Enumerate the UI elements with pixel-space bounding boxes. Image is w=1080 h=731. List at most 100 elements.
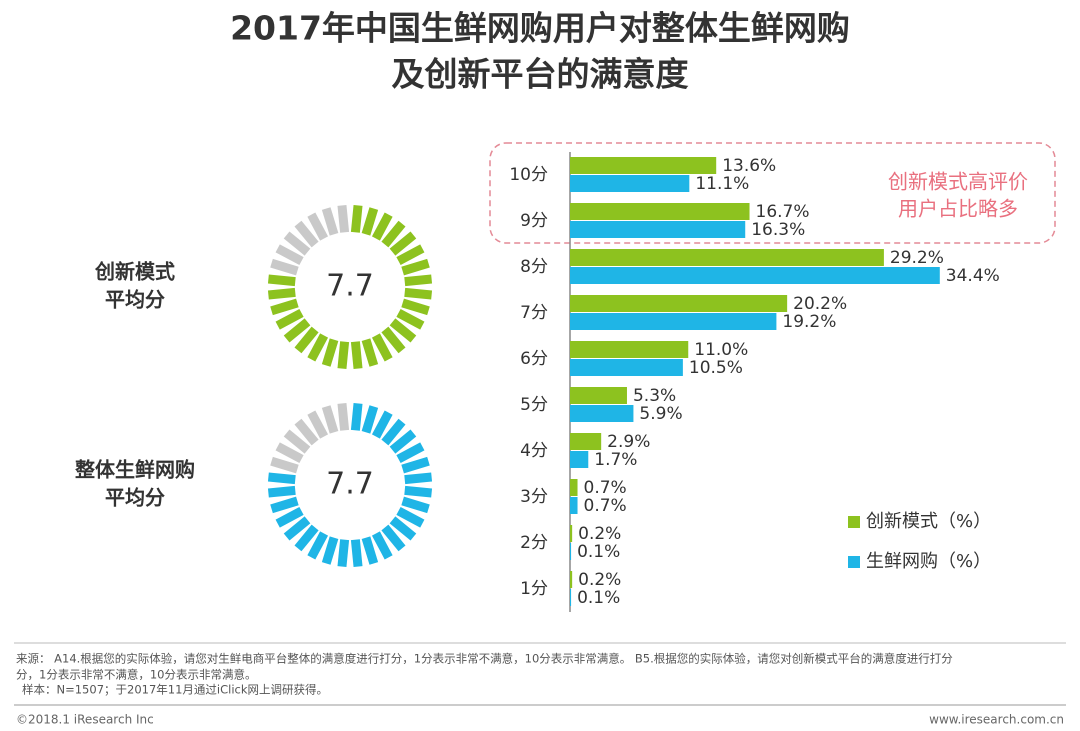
gauge-track bbox=[283, 429, 311, 454]
bar bbox=[570, 589, 572, 606]
value-label: 20.2% bbox=[793, 294, 847, 314]
value-label: 11.0% bbox=[694, 340, 748, 360]
gauge-segment bbox=[283, 516, 311, 541]
gauge-track bbox=[307, 410, 329, 439]
y-tick-label: 5分 bbox=[520, 395, 548, 415]
gauge-arc bbox=[267, 402, 433, 568]
value-label: 0.1% bbox=[577, 542, 620, 562]
gauge-segment bbox=[275, 308, 304, 330]
source: 来源： A14.根据您的实际体验，请您对生鲜电商平台整体的满意度进行打分，1分表… bbox=[16, 652, 953, 666]
gauge-segment bbox=[307, 531, 329, 560]
gauge-segment bbox=[350, 539, 363, 568]
value-label: 5.3% bbox=[633, 386, 676, 406]
y-tick-label: 2分 bbox=[520, 533, 548, 553]
annotation: 创新模式高评价 bbox=[888, 170, 1028, 194]
gauge-segment bbox=[371, 410, 393, 439]
value-label: 10.5% bbox=[689, 358, 743, 378]
gauge-segment bbox=[404, 485, 433, 498]
value-label: 2.9% bbox=[607, 432, 650, 452]
bar bbox=[570, 405, 634, 422]
legend-swatch bbox=[848, 556, 860, 568]
bar bbox=[570, 433, 602, 450]
bar bbox=[570, 387, 627, 404]
gauge-segment bbox=[350, 341, 363, 370]
bar bbox=[570, 571, 573, 588]
bar bbox=[570, 497, 578, 514]
value-label: 13.6% bbox=[722, 156, 776, 176]
copyright: ©2018.1 iResearch Inc bbox=[16, 713, 154, 727]
value-label: 11.1% bbox=[695, 174, 749, 194]
value-label: 0.7% bbox=[584, 478, 627, 498]
gauge-track bbox=[321, 207, 339, 236]
gauge-arc bbox=[267, 204, 433, 370]
gauge-segment bbox=[294, 326, 319, 354]
source: 样本：N=1507；于2017年11月通过iClick网上调研获得。 bbox=[22, 683, 328, 697]
gauge-segment bbox=[401, 298, 430, 316]
gauge-segment bbox=[337, 341, 350, 370]
gauge-segment bbox=[267, 287, 296, 300]
value-label: 29.2% bbox=[890, 248, 944, 268]
gauge-segment bbox=[389, 516, 417, 541]
gauge-track bbox=[275, 442, 304, 464]
y-tick-label: 7分 bbox=[520, 303, 548, 323]
value-label: 16.7% bbox=[756, 202, 810, 222]
y-tick-label: 1分 bbox=[520, 579, 548, 599]
gauge-segment bbox=[401, 496, 430, 514]
gauge-segment bbox=[381, 220, 406, 248]
gauge-track bbox=[294, 418, 319, 446]
value-label: 19.2% bbox=[782, 312, 836, 332]
value-label: 0.7% bbox=[584, 496, 627, 516]
bar bbox=[570, 479, 578, 496]
gauge-track bbox=[275, 244, 304, 266]
gauge-track bbox=[270, 456, 299, 474]
gauge-segment bbox=[381, 418, 406, 446]
gauge-segment bbox=[361, 405, 379, 434]
legend-swatch bbox=[848, 516, 860, 528]
y-tick-label: 10分 bbox=[509, 165, 548, 185]
gauge-segment bbox=[381, 326, 406, 354]
y-tick-label: 3分 bbox=[520, 487, 548, 507]
source: 分，1分表示非常不满意，10分表示非常满意。 bbox=[16, 668, 256, 682]
gauge-track bbox=[337, 402, 350, 431]
highlight-box bbox=[489, 142, 1056, 244]
gauge-segment bbox=[350, 402, 363, 431]
bar bbox=[570, 203, 750, 220]
legend-label: 创新模式（%） bbox=[866, 511, 991, 532]
gauge-track bbox=[283, 231, 311, 256]
website: www.iresearch.com.cn bbox=[929, 713, 1064, 727]
gauge-segment bbox=[401, 456, 430, 474]
gauge-segment bbox=[307, 333, 329, 362]
gauge-segment bbox=[381, 524, 406, 552]
gauge-value: 7.7 bbox=[326, 467, 374, 502]
gauge-segment bbox=[396, 442, 425, 464]
gauge-value: 7.7 bbox=[326, 269, 374, 304]
bar bbox=[570, 525, 573, 542]
gauge-segment bbox=[321, 338, 339, 367]
gauge-segment bbox=[404, 472, 433, 485]
gauge-segment bbox=[404, 274, 433, 287]
y-tick-label: 6分 bbox=[520, 349, 548, 369]
value-label: 0.2% bbox=[578, 570, 621, 590]
value-label: 0.2% bbox=[578, 524, 621, 544]
gauge-segment bbox=[396, 506, 425, 528]
legend-label: 生鲜网购（%） bbox=[866, 551, 991, 572]
title-line: 2017年中国生鲜网购用户对整体生鲜网购 bbox=[230, 9, 850, 48]
gauge-track bbox=[321, 405, 339, 434]
gauge-track bbox=[337, 204, 350, 233]
gauge-label: 平均分 bbox=[105, 288, 165, 312]
bar bbox=[570, 543, 572, 560]
gauge-segment bbox=[275, 506, 304, 528]
value-label: 34.4% bbox=[946, 266, 1000, 286]
gauge-segment bbox=[389, 318, 417, 343]
value-label: 0.1% bbox=[577, 588, 620, 608]
gauge-segment bbox=[401, 258, 430, 276]
gauge-segment bbox=[270, 298, 299, 316]
annotation: 用户占比略多 bbox=[898, 197, 1018, 221]
gauge-segment bbox=[389, 231, 417, 256]
gauge-segment bbox=[361, 207, 379, 236]
gauge-label: 创新模式 bbox=[94, 260, 175, 284]
gauge-segment bbox=[389, 429, 417, 454]
gauge-segment bbox=[321, 536, 339, 565]
value-label: 5.9% bbox=[639, 404, 682, 424]
